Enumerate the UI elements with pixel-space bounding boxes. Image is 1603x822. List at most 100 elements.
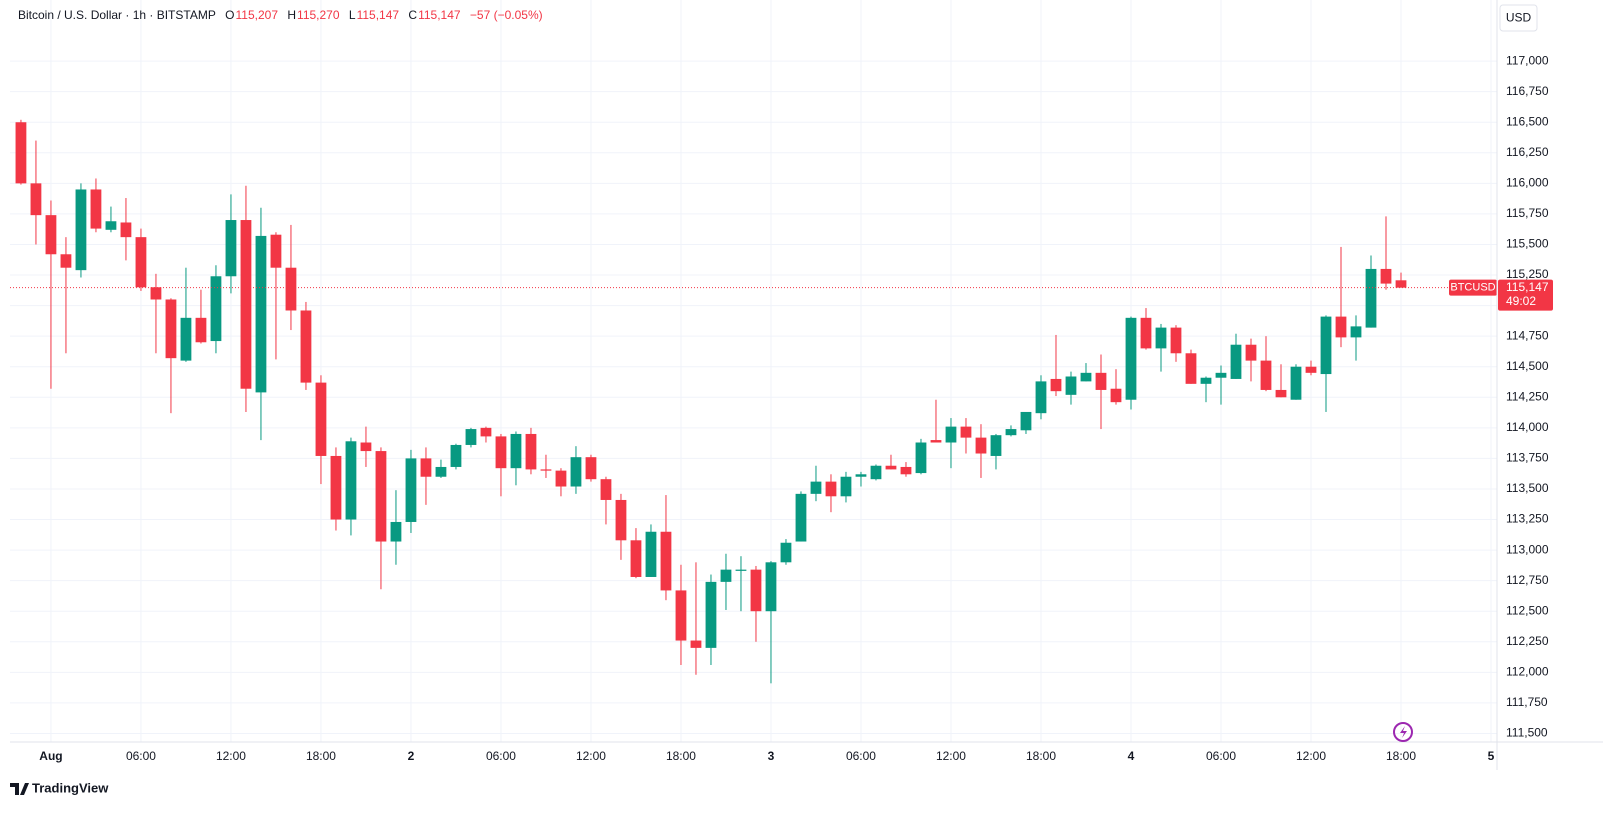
y-tick-label: 113,500 <box>1506 481 1549 495</box>
candle-body <box>1110 388 1122 403</box>
candle-body <box>1290 366 1302 400</box>
ohlc-key: H <box>287 8 297 22</box>
candle-body <box>735 569 747 571</box>
candle-body <box>1185 353 1197 384</box>
ohlc-value: 115,207 <box>235 8 279 22</box>
assistant-circle[interactable] <box>1393 722 1413 742</box>
candle-body <box>570 457 582 487</box>
ohlc-key: O <box>225 8 235 22</box>
y-tick-label: 112,000 <box>1506 664 1549 678</box>
y-tick-label: 113,750 <box>1506 451 1549 465</box>
candle-body <box>60 254 72 268</box>
ohlc-value: 115,147 <box>418 8 461 22</box>
candle-body <box>195 317 207 343</box>
candle-body <box>135 237 147 288</box>
candle-body <box>1050 378 1062 392</box>
y-tick-label: 115,500 <box>1506 237 1549 251</box>
candle-body <box>330 455 342 520</box>
price-tag: 115,147 <box>1506 280 1549 294</box>
candle-body <box>675 590 687 641</box>
y-tick-label: 112,250 <box>1506 634 1549 648</box>
candle-body <box>795 493 807 542</box>
candles <box>10 119 1497 684</box>
y-tick-label: 115,250 <box>1506 267 1549 281</box>
candle-body <box>270 234 282 268</box>
assistant-bolt[interactable] <box>1400 726 1407 738</box>
candle-body <box>1095 372 1107 390</box>
candle-body <box>585 457 597 480</box>
x-tick-label: 12:00 <box>936 749 966 763</box>
candle-body <box>435 466 447 477</box>
x-tick-label: 12:00 <box>576 749 606 763</box>
candle-body <box>885 465 897 470</box>
candle-body <box>120 222 132 238</box>
change: −57 (−0.05%) <box>469 8 543 22</box>
symbol-tag: BTCUSD <box>1450 282 1495 294</box>
candle-body <box>975 437 987 454</box>
candle-body <box>990 435 1002 456</box>
x-tick-label: 4 <box>1128 749 1135 763</box>
x-tick-label: 18:00 <box>1026 749 1056 763</box>
candle-body <box>765 562 777 612</box>
candle-body <box>1155 327 1167 349</box>
y-tick-label: 111,750 <box>1506 695 1548 709</box>
candle-body <box>1080 372 1092 382</box>
candle-body <box>420 458 432 477</box>
assistant-icon[interactable] <box>1393 722 1413 742</box>
candle-body <box>450 444 462 467</box>
candle-body <box>345 441 357 520</box>
x-tick-label: 06:00 <box>486 749 516 763</box>
candle-body <box>1230 344 1242 379</box>
candle-body <box>375 451 387 542</box>
x-tick-label: 06:00 <box>126 749 156 763</box>
candle-body <box>780 542 792 563</box>
ohlc-key: L <box>348 8 356 22</box>
ohlc-key: C <box>408 8 418 22</box>
candle-body <box>75 189 87 271</box>
x-tick-label: 12:00 <box>1296 749 1326 763</box>
candle-body <box>1245 344 1257 361</box>
candle-body <box>750 569 762 612</box>
y-tick-label: 116,250 <box>1506 145 1549 159</box>
candle-body <box>180 317 192 361</box>
candle-body <box>360 442 372 452</box>
y-tick-label: 111,500 <box>1506 726 1548 740</box>
logo: TradingView <box>10 780 109 795</box>
candle-body <box>1200 377 1212 384</box>
symbol-tag-box <box>1449 279 1497 296</box>
candle-body <box>555 470 567 487</box>
y-tick-label: 112,500 <box>1506 603 1549 617</box>
candle-body <box>225 220 237 277</box>
candle-body <box>825 481 837 497</box>
candle-body <box>645 531 657 577</box>
candle-body <box>240 220 252 389</box>
candle-body <box>30 183 42 216</box>
y-tick-label: 114,000 <box>1506 420 1549 434</box>
candle-body <box>690 640 702 648</box>
candle-body <box>1005 429 1017 436</box>
candle-body <box>495 436 507 469</box>
currency: USD <box>1506 11 1532 25</box>
candle-body <box>870 465 882 480</box>
candle-body <box>810 481 822 494</box>
candle-body <box>840 476 852 497</box>
y-tick-label: 113,250 <box>1506 512 1549 526</box>
y-tick-label: 117,000 <box>1506 53 1549 67</box>
candle-body <box>1260 360 1272 390</box>
x-tick-label: 18:00 <box>666 749 696 763</box>
candle-body <box>255 235 267 393</box>
candle-body <box>600 479 612 500</box>
candle-body <box>1125 317 1137 400</box>
candle-body <box>900 466 912 475</box>
candle-body <box>510 433 522 469</box>
y-tick-label: 114,250 <box>1506 389 1549 403</box>
currency-box[interactable] <box>1499 4 1538 32</box>
candle-body <box>705 581 717 648</box>
y-tick-label: 114,750 <box>1506 328 1549 342</box>
candle-body <box>465 429 477 445</box>
candle-body <box>1350 326 1362 338</box>
x-tick-label: 5 <box>1488 749 1495 763</box>
candle-body <box>90 189 102 229</box>
